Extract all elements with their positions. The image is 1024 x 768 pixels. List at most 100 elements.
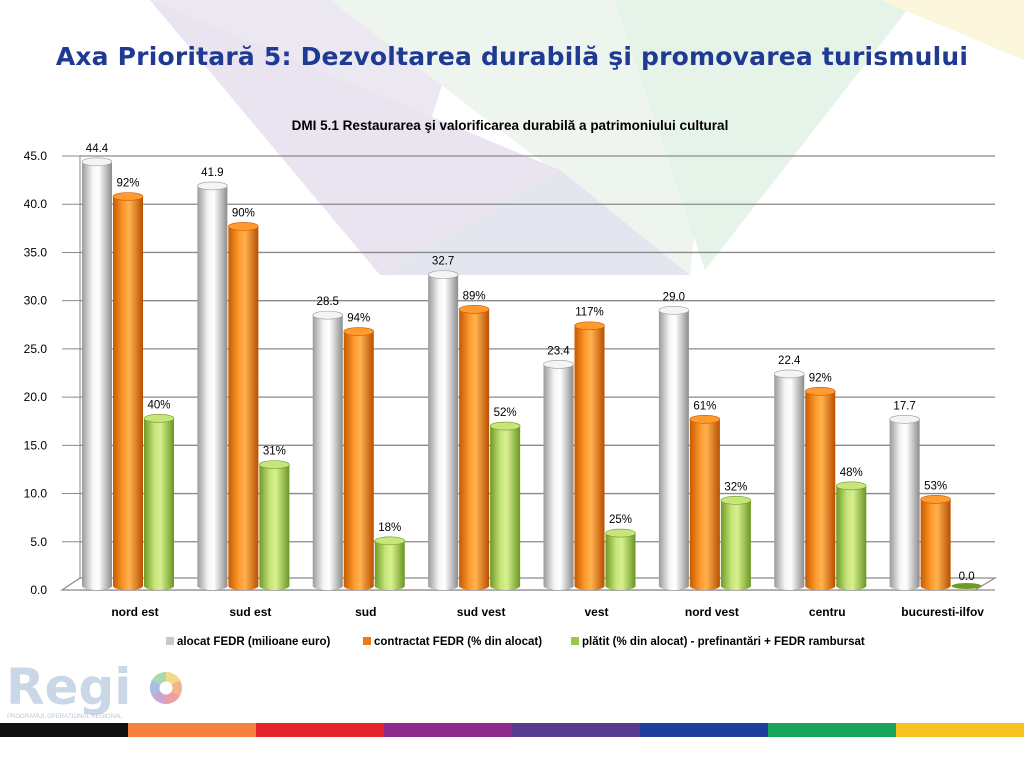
legend-label: plătit (% din alocat) - prefinantări + F… [582, 636, 865, 648]
y-tick-label: 30.0 [24, 294, 48, 308]
bar-base [459, 582, 490, 590]
legend-swatch [166, 637, 174, 645]
bar [689, 414, 721, 590]
bar-top [143, 414, 175, 423]
bar [574, 321, 605, 590]
bar [543, 360, 574, 590]
bar-top [773, 369, 805, 379]
bar-base [490, 582, 521, 590]
bar-body [889, 419, 920, 586]
data-label: 92% [809, 372, 832, 384]
y-tick-label: 35.0 [24, 245, 48, 259]
bar-body [312, 315, 343, 586]
bar [489, 421, 521, 590]
bar [112, 192, 144, 590]
bar-body [920, 499, 951, 586]
bar-body [459, 309, 490, 586]
data-label: 32.7 [432, 256, 454, 268]
legend-item: contractat FEDR (% din alocat) [363, 636, 542, 648]
data-label: 53% [924, 480, 947, 492]
bar-body [658, 310, 689, 586]
y-tick-label: 25.0 [24, 342, 48, 356]
color-stripe [0, 723, 1024, 737]
slide-title: Axa Prioritară 5: Dezvoltarea durabilă ş… [55, 42, 969, 71]
bar-base [113, 582, 143, 590]
stripe-segment [0, 723, 128, 737]
bar [773, 369, 805, 590]
legend-label: alocat FEDR (milioane euro) [177, 636, 331, 648]
bar-top [197, 181, 228, 191]
bar-top [658, 306, 690, 315]
bar-base [774, 582, 805, 590]
bar-top [259, 460, 290, 469]
bar-body [805, 391, 836, 586]
bar-base [836, 582, 867, 590]
y-tick-label: 20.0 [24, 390, 48, 404]
x-category-label: sud vest [457, 605, 506, 619]
bar-body [689, 419, 720, 586]
bar [312, 310, 344, 590]
x-category-label: bucuresti-ilfov [901, 605, 984, 619]
data-label: 18% [378, 522, 401, 534]
data-label: 32% [724, 481, 747, 493]
stripe-segment [896, 723, 1024, 737]
bar [143, 414, 175, 590]
data-label: 92% [116, 178, 139, 190]
stripe-segment [384, 723, 512, 737]
bar [804, 387, 836, 590]
bar-top [605, 528, 636, 538]
x-axis-categories: nord est sud est sud sud vest vest nord vest c… [111, 605, 984, 619]
bar [197, 181, 228, 590]
bar-base [312, 582, 343, 590]
stripe-segment [256, 723, 384, 737]
bar [427, 270, 459, 590]
bar-top [81, 157, 113, 167]
logo-subtext: PROGRAMUL OPERAȚIONAL REGIONAL [7, 714, 123, 720]
bar-top [835, 481, 867, 491]
bar-body [720, 500, 751, 586]
bar [658, 306, 690, 590]
data-label: 48% [840, 467, 863, 479]
bar-base [720, 582, 751, 590]
bar-body [836, 485, 867, 586]
x-category-label: nord est [111, 605, 158, 619]
data-label: 17.7 [893, 400, 915, 412]
bar-base [144, 582, 174, 590]
bar-top [228, 222, 259, 231]
y-axis-ticks: 0.0 5.0 10.0 15.0 20.0 25.0 30.0 35.0 40.0 45.0 [24, 149, 48, 597]
bar-body [428, 274, 459, 586]
legend-swatch [363, 637, 371, 645]
legend-item: alocat FEDR (milioane euro) [166, 636, 331, 648]
bar-top [343, 327, 375, 336]
bar [920, 495, 951, 590]
bar-body [605, 533, 636, 586]
bar [720, 496, 752, 590]
y-tick-label: 5.0 [30, 535, 47, 549]
x-category-label: sud [355, 605, 376, 619]
bar-body [490, 426, 521, 586]
bar-body [774, 373, 805, 586]
bar-base [228, 582, 259, 590]
stripe-segment [768, 723, 896, 737]
bar-body [374, 540, 405, 586]
bar-body [343, 331, 374, 586]
bar-body [113, 196, 143, 587]
bar-top [804, 387, 836, 396]
data-label: 52% [494, 407, 517, 419]
data-label: 40% [147, 399, 170, 411]
bar-base [343, 582, 374, 590]
svg-text:Regi: Regi [6, 660, 131, 716]
stripe-segment [128, 723, 256, 737]
bar [374, 536, 406, 590]
bar-top [689, 414, 721, 424]
bar-body [259, 464, 290, 586]
bar-top [720, 496, 752, 505]
bar-base [805, 582, 836, 590]
bar-base [605, 582, 636, 590]
bar-top [112, 192, 144, 201]
bar-top [889, 414, 920, 424]
bar-top [312, 310, 344, 320]
bar-top [489, 421, 521, 431]
bar-base [259, 582, 290, 590]
